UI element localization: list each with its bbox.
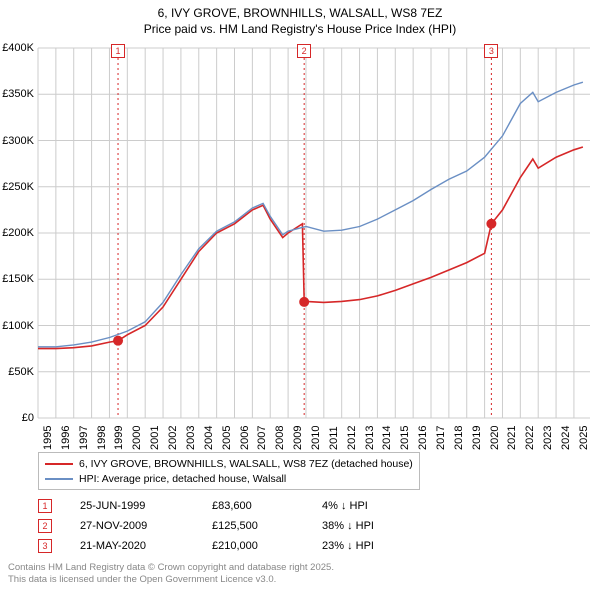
title-line-1: 6, IVY GROVE, BROWNHILLS, WALSALL, WS8 7… [0, 6, 600, 22]
x-axis-tick-label: 2016 [417, 426, 429, 450]
x-axis-tick-label: 2011 [328, 426, 340, 450]
event-index-box: 3 [38, 539, 52, 553]
x-axis-tick-label: 1995 [42, 426, 54, 450]
chart-svg [38, 48, 590, 418]
footer-line-1: Contains HM Land Registry data © Crown c… [8, 562, 334, 574]
y-axis-tick-label: £250K [2, 181, 34, 193]
legend-item: 6, IVY GROVE, BROWNHILLS, WALSALL, WS8 7… [45, 456, 413, 471]
x-axis-tick-label: 2009 [292, 426, 304, 450]
x-axis-tick-label: 2001 [149, 426, 161, 450]
event-diff: 4% ↓ HPI [322, 500, 442, 512]
y-axis-tick-label: £200K [2, 227, 34, 239]
chart-plot-area: £0£50K£100K£150K£200K£250K£300K£350K£400… [38, 48, 590, 418]
event-marker-box: 2 [297, 44, 311, 58]
x-axis-tick-label: 2000 [131, 426, 143, 450]
footer-line-2: This data is licensed under the Open Gov… [8, 574, 334, 586]
y-axis-tick-label: £0 [22, 412, 34, 424]
event-marker-box: 3 [484, 44, 498, 58]
x-axis-tick-label: 2015 [399, 426, 411, 450]
event-price: £125,500 [212, 520, 322, 532]
x-axis-tick-label: 2014 [381, 426, 393, 450]
event-price: £83,600 [212, 500, 322, 512]
y-axis-tick-label: £150K [2, 273, 34, 285]
x-axis-tick-label: 2010 [310, 426, 322, 450]
x-axis-tick-label: 2025 [578, 426, 590, 450]
legend-label: 6, IVY GROVE, BROWNHILLS, WALSALL, WS8 7… [79, 458, 413, 470]
x-axis-tick-label: 2004 [203, 426, 215, 450]
events-table: 1 25-JUN-1999£83,6004% ↓ HPI 2 27-NOV-2009£… [38, 496, 442, 556]
event-index-box: 1 [38, 499, 52, 513]
event-diff: 38% ↓ HPI [322, 520, 442, 532]
y-axis-tick-label: £300K [2, 135, 34, 147]
x-axis-tick-label: 2006 [239, 426, 251, 450]
legend-swatch [45, 478, 73, 480]
x-axis-tick-label: 1997 [78, 426, 90, 450]
y-axis-tick-label: £400K [2, 42, 34, 54]
event-date: 27-NOV-2009 [80, 520, 212, 532]
legend-item: HPI: Average price, detached house, Wals… [45, 471, 413, 486]
x-axis-tick-label: 2023 [542, 426, 554, 450]
x-axis-tick-label: 2018 [453, 426, 465, 450]
event-row: 2 27-NOV-2009£125,50038% ↓ HPI [38, 516, 442, 536]
event-diff: 23% ↓ HPI [322, 540, 442, 552]
x-axis-tick-label: 1999 [113, 426, 125, 450]
event-date: 21-MAY-2020 [80, 540, 212, 552]
x-axis-tick-label: 2024 [560, 426, 572, 450]
legend-swatch [45, 463, 73, 465]
event-index-box: 2 [38, 519, 52, 533]
title-line-2: Price paid vs. HM Land Registry's House … [0, 22, 600, 38]
event-price: £210,000 [212, 540, 322, 552]
x-axis-tick-label: 1996 [60, 426, 72, 450]
event-row: 3 21-MAY-2020£210,00023% ↓ HPI [38, 536, 442, 556]
x-axis-tick-label: 2017 [435, 426, 447, 450]
y-axis-tick-label: £350K [2, 88, 34, 100]
x-axis-tick-label: 1998 [96, 426, 108, 450]
x-axis-tick-label: 2022 [524, 426, 536, 450]
chart-title: 6, IVY GROVE, BROWNHILLS, WALSALL, WS8 7… [0, 0, 600, 37]
footer-attribution: Contains HM Land Registry data © Crown c… [8, 562, 334, 586]
x-axis-tick-label: 2021 [506, 426, 518, 450]
x-axis-tick-label: 2002 [167, 426, 179, 450]
x-axis-tick-label: 2008 [274, 426, 286, 450]
x-axis-tick-label: 2019 [471, 426, 483, 450]
x-axis-tick-label: 2003 [185, 426, 197, 450]
x-axis-tick-label: 2013 [364, 426, 376, 450]
legend: 6, IVY GROVE, BROWNHILLS, WALSALL, WS8 7… [38, 452, 420, 490]
x-axis-tick-label: 2007 [256, 426, 268, 450]
y-axis-tick-label: £50K [8, 366, 34, 378]
y-axis-tick-label: £100K [2, 320, 34, 332]
event-row: 1 25-JUN-1999£83,6004% ↓ HPI [38, 496, 442, 516]
x-axis-tick-label: 2020 [489, 426, 501, 450]
x-axis-tick-label: 2005 [221, 426, 233, 450]
legend-label: HPI: Average price, detached house, Wals… [79, 473, 286, 485]
event-date: 25-JUN-1999 [80, 500, 212, 512]
x-axis-tick-label: 2012 [346, 426, 358, 450]
event-marker-box: 1 [111, 44, 125, 58]
